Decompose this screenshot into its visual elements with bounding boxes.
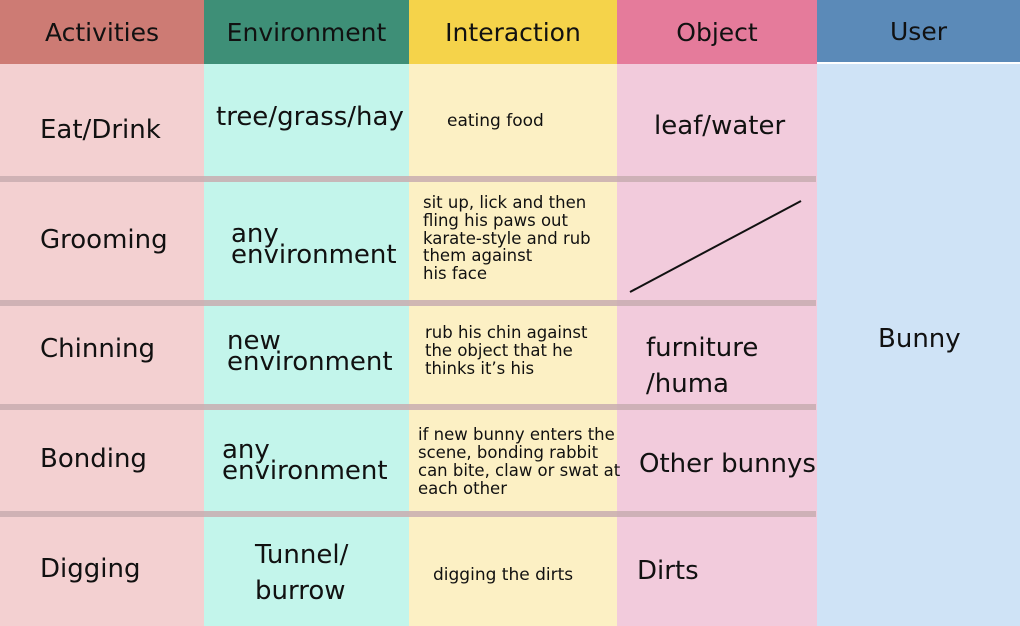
object-column: [617, 64, 817, 626]
interaction-line: rub his chin against: [425, 323, 588, 342]
interaction-column: [409, 64, 617, 626]
activity-grooming: Grooming: [40, 225, 168, 255]
empty-cell-slash: [629, 200, 802, 293]
interaction-line: karate-style and rub: [423, 228, 591, 248]
object-line: /huma: [646, 368, 729, 399]
header-activities: Activities: [0, 0, 204, 64]
activity-eat-drink: Eat/Drink: [40, 115, 161, 145]
activity-bonding: Bonding: [40, 444, 147, 474]
object-chinning: furniture /huma: [646, 331, 758, 403]
environment-line: environment: [231, 240, 397, 271]
row-separator: [0, 511, 816, 517]
environment-eat-drink: tree/grass/hay: [216, 102, 404, 132]
row-separator: [0, 176, 816, 182]
user-column: [817, 64, 1020, 626]
environment-line: environment: [227, 347, 393, 378]
interaction-line: the object that he: [425, 341, 573, 361]
interaction-line: scene, bonding rabbit: [418, 443, 599, 463]
interaction-line: can bite, claw or swat at: [418, 461, 621, 481]
interaction-line: thinks it’s his: [425, 359, 535, 379]
activity-chinning: Chinning: [40, 334, 156, 364]
environment-line: new: [227, 326, 281, 356]
interaction-digging: digging the dirts: [433, 565, 574, 585]
interaction-line: each other: [418, 479, 507, 499]
environment-line: burrow: [255, 576, 346, 607]
header-interaction: Interaction: [409, 0, 617, 64]
interaction-line: his face: [423, 264, 488, 284]
environment-grooming: any environment: [231, 219, 397, 271]
environment-line: Tunnel/: [255, 540, 349, 570]
environment-column: [204, 64, 409, 626]
interaction-eat-drink: eating food: [447, 111, 544, 131]
row-separator: [0, 404, 816, 410]
environment-line: any: [231, 219, 279, 249]
interaction-line: fling his paws out: [423, 210, 568, 230]
object-eat-drink: leaf/water: [654, 111, 786, 141]
object-digging: Dirts: [637, 556, 699, 586]
header-object: Object: [617, 0, 817, 64]
activities-column: [0, 64, 204, 626]
header-user: User: [817, 0, 1020, 62]
environment-line: any: [222, 435, 270, 465]
interaction-chinning: rub his chin against the object that he …: [425, 323, 588, 379]
environment-line: environment: [222, 456, 388, 487]
header-environment: Environment: [204, 0, 409, 64]
interaction-line: if new bunny enters the: [418, 425, 615, 444]
environment-digging: Tunnel/ burrow: [255, 537, 348, 610]
object-bonding: Other bunnys: [639, 449, 816, 479]
row-separator: [0, 300, 816, 306]
activity-digging: Digging: [40, 554, 141, 584]
interaction-line: them against: [423, 246, 533, 266]
interaction-bonding: if new bunny enters the scene, bonding r…: [418, 425, 621, 499]
interaction-grooming: sit up, lick and then fling his paws out…: [423, 194, 591, 283]
user-value: Bunny: [878, 324, 961, 354]
object-line: furniture: [646, 333, 759, 363]
environment-bonding: any environment: [222, 435, 388, 487]
interaction-line: sit up, lick and then: [423, 193, 587, 212]
environment-chinning: new environment: [227, 326, 393, 378]
